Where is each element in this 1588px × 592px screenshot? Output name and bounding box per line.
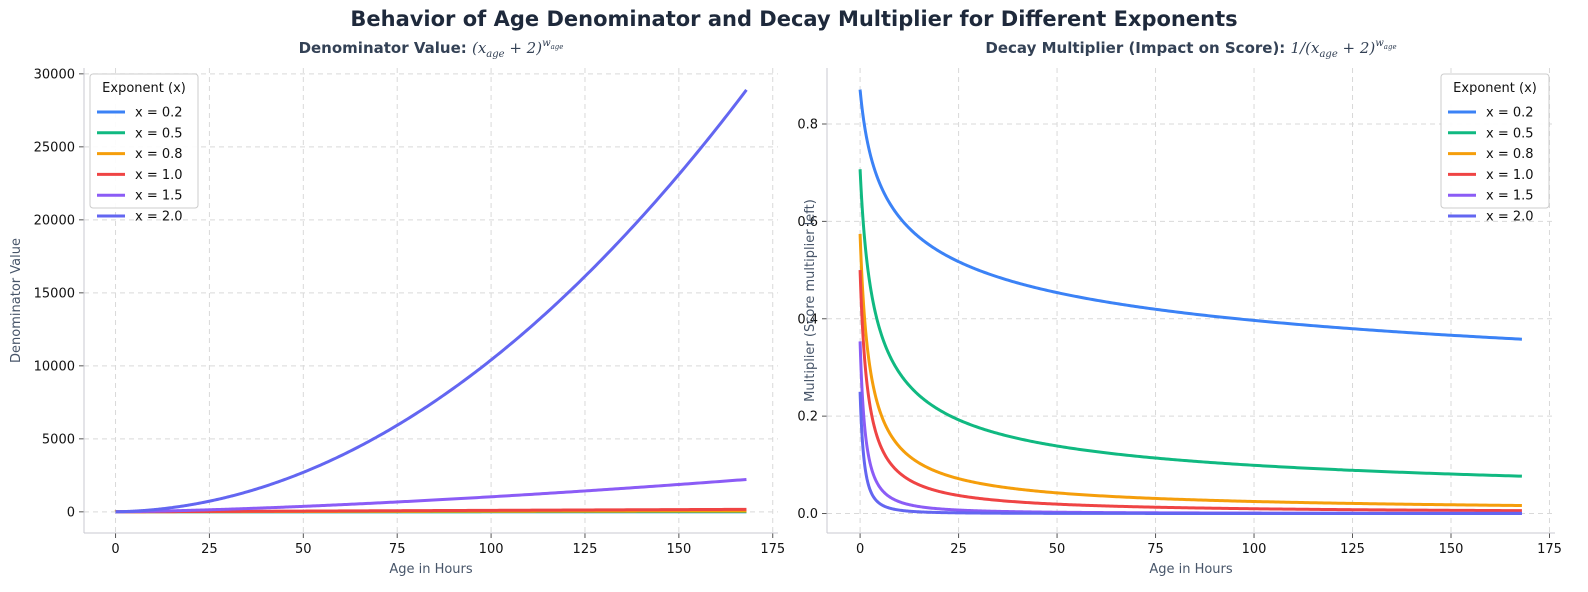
y-tick-label: 0	[67, 505, 75, 520]
panel-title-text: Decay Multiplier (Impact on Score):	[985, 39, 1290, 57]
x-tick-label: 150	[1439, 542, 1464, 557]
y-tick-label: 0.4	[797, 312, 818, 327]
y-axis-label: Multiplier (Score multiplier left)	[803, 199, 818, 402]
legend-entry: x = 1.5	[135, 189, 183, 204]
x-tick-label: 50	[1049, 542, 1066, 557]
legend-entry: x = 0.5	[135, 126, 183, 141]
x-tick-label: 75	[1147, 542, 1164, 557]
y-tick-label: 10000	[34, 359, 75, 374]
x-tick-label: 0	[856, 542, 864, 557]
x-tick-label: 25	[950, 542, 967, 557]
x-tick-label: 50	[295, 542, 312, 557]
x-tick-label: 150	[666, 542, 691, 557]
x-tick-label: 100	[1242, 542, 1267, 557]
legend-entry: x = 1.0	[135, 168, 183, 183]
legend-entry: x = 2.0	[1486, 210, 1534, 225]
legend-title: Exponent (x)	[102, 81, 186, 96]
y-tick-label: 20000	[34, 213, 75, 228]
x-tick-label: 175	[1537, 542, 1562, 557]
series-line-2	[858, 390, 1522, 516]
legend-entry: x = 0.8	[135, 147, 183, 162]
x-tick-label: 75	[389, 542, 406, 557]
panel-title: Denominator Value: (xage + 2)wage	[299, 38, 564, 60]
x-tick-label: 125	[1340, 542, 1365, 557]
legend-entry: x = 1.5	[1486, 189, 1534, 204]
y-tick-label: 0.6	[797, 215, 818, 230]
y-tick-label: 5000	[42, 432, 75, 447]
denominator-panel: 0 25 50 75 100 125 150 175 0 5000 10000 15000 20000 2…	[9, 38, 785, 577]
y-tick-label: 0.8	[797, 117, 818, 132]
y-tick-label: 15000	[34, 286, 75, 301]
x-tick-label: 25	[201, 542, 218, 557]
series-line-1-5	[114, 477, 747, 514]
legend-entry: x = 0.2	[135, 106, 183, 121]
series-line-0-5	[858, 167, 1522, 478]
x-tick-label: 175	[760, 542, 785, 557]
y-tick-label: 0.0	[797, 507, 818, 522]
x-tick-label: 0	[111, 542, 119, 557]
panel-title-formula: (xage + 2)wage	[472, 38, 563, 60]
x-tick-label: 100	[479, 542, 504, 557]
panel-title-text: Denominator Value:	[299, 39, 472, 57]
decay-multiplier-panel: 0 25 50 75 100 125 150 175 0.0 0.2 0.4 0.6 0.8 Age in…	[797, 38, 1562, 577]
figure-title: Behavior of Age Denominator and Decay Mu…	[350, 7, 1237, 31]
y-tick-label: 0.2	[797, 410, 818, 425]
legend-entry: x = 0.2	[1486, 106, 1534, 121]
legend-entry: x = 2.0	[135, 210, 183, 225]
x-axis-label: Age in Hours	[389, 562, 473, 577]
x-axis-label: Age in Hours	[1149, 562, 1233, 577]
legend-entry: x = 0.5	[1486, 126, 1534, 141]
legend-title: Exponent (x)	[1453, 81, 1537, 96]
series-line-0-2	[858, 88, 1522, 341]
series-line-0-8	[858, 232, 1522, 508]
x-tick-label: 125	[573, 542, 598, 557]
legend: Exponent (x) x = 0.2 x = 0.5 x = 0.8 x = 1.0…	[1440, 73, 1550, 225]
legend-entry: x = 1.0	[1486, 168, 1534, 183]
legend-entry: x = 0.8	[1486, 147, 1534, 162]
y-tick-label: 30000	[34, 67, 75, 82]
panel-title: Decay Multiplier (Impact on Score): 1/(x…	[985, 38, 1396, 60]
series-line-2	[114, 88, 748, 514]
y-axis-label: Denominator Value	[9, 238, 24, 363]
y-tick-label: 25000	[34, 140, 75, 155]
panel-title-formula: 1/(xage + 2)wage	[1291, 38, 1397, 60]
series-line-1-5	[858, 340, 1522, 515]
series-line-1	[858, 268, 1522, 513]
legend: Exponent (x) x = 0.2 x = 0.5 x = 0.8 x = 1.0…	[89, 73, 199, 225]
